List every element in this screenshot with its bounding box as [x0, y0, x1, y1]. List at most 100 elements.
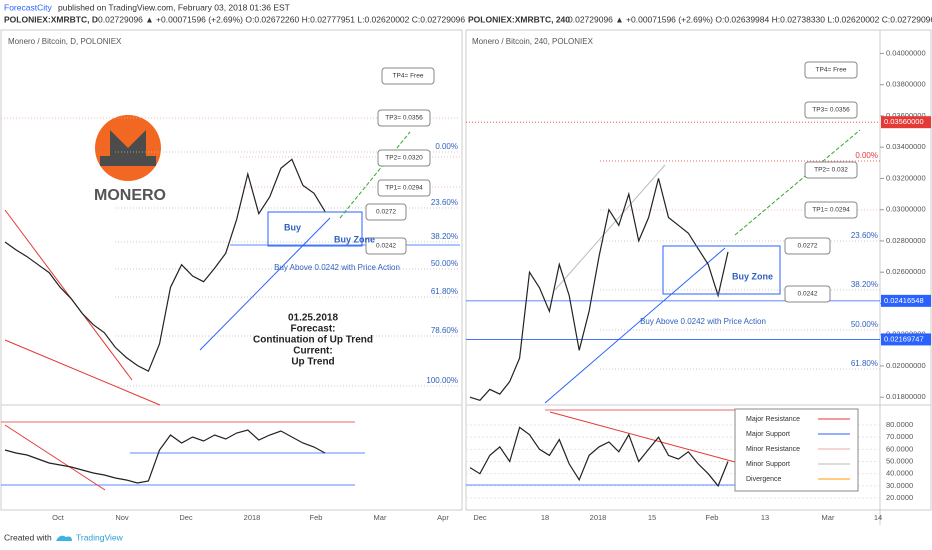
price-tag — [881, 333, 931, 346]
buy-label: Buy — [284, 222, 301, 232]
y-tick-label: 0.03800000 — [886, 80, 926, 89]
y-tick-label: 0.02800000 — [886, 236, 926, 245]
x-tick-label: Mar — [374, 513, 387, 522]
label-box — [804, 61, 858, 79]
label-box — [365, 237, 407, 255]
trend-line — [199, 217, 331, 351]
price-line — [4, 158, 326, 373]
author[interactable]: ForecastCity — [4, 2, 52, 12]
legend-box — [734, 408, 859, 492]
buy-zone-label: Buy Zone — [732, 271, 773, 281]
trend-line — [544, 247, 726, 404]
label-text: 0.0242 — [376, 243, 396, 250]
published: published on TradingView.com, February 0… — [58, 2, 290, 12]
y-tick-label: 0.03200000 — [886, 173, 926, 182]
brand[interactable]: TradingView — [76, 532, 124, 542]
label-text: 0.0242 — [798, 291, 818, 298]
y-tick-label: 0.02600000 — [886, 267, 926, 276]
fib-label: 61.80% — [431, 287, 458, 296]
y-tick-label: 0.01800000 — [886, 392, 926, 401]
buy-zone — [662, 245, 781, 295]
price-tag — [881, 294, 931, 307]
label-text: 0.0272 — [798, 243, 818, 250]
trend-line — [4, 339, 161, 406]
label-box — [804, 161, 858, 179]
label-box — [365, 203, 407, 221]
forecast-arrow — [339, 131, 411, 219]
label-text: TP2= 0.032 — [814, 167, 848, 174]
trend-line — [4, 424, 106, 491]
ohlc: 0.02729096 ▲ +0.00071596 (+2.69%) O:0.02… — [568, 14, 932, 24]
fib-label: 100.00% — [426, 376, 458, 385]
forecast-text: Forecast: — [290, 324, 335, 335]
x-tick-label: 2018 — [244, 513, 261, 522]
x-tick-label: 18 — [541, 513, 549, 522]
price-tag-label: 0.02416548 — [884, 296, 924, 305]
price-line — [469, 178, 729, 401]
legend-label: Minor Support — [746, 461, 790, 468]
fib-label: 50.00% — [431, 259, 458, 268]
buy-zone-label: Buy Zone — [334, 234, 375, 244]
rsi-line — [4, 429, 326, 484]
rsi-tick-label: 70.0000 — [886, 432, 913, 441]
fib-label: 61.80% — [851, 359, 878, 368]
rsi-tick-label: 20.0000 — [886, 493, 913, 502]
label-text: TP3= 0.0356 — [385, 115, 423, 122]
note: Buy Above 0.0242 with Price Action — [274, 263, 400, 272]
x-tick-label: Dec — [473, 513, 487, 522]
label-text: TP4= Free — [393, 73, 424, 80]
logo-text: MONERO — [94, 187, 166, 204]
ohlc: 0.02729096 ▲ +0.00071596 (+2.69%) O:0.02… — [98, 14, 465, 24]
left-frame — [0, 29, 463, 511]
label-box — [784, 237, 831, 255]
x-tick-label: Feb — [310, 513, 323, 522]
label-text: TP1= 0.0294 — [385, 185, 423, 192]
y-tick-label: 0.03600000 — [886, 111, 926, 120]
fib-label: 78.60% — [431, 326, 458, 335]
trend-line — [549, 411, 736, 463]
fib-label: 0.00% — [435, 142, 458, 151]
trend-line — [4, 209, 133, 381]
ticker: POLONIEX:XMRBTC, D — [4, 14, 98, 24]
logo-m — [100, 130, 156, 166]
forecast-text: Continuation of Up Trend — [253, 335, 373, 346]
label-box — [377, 109, 431, 127]
label-text: TP2= 0.0320 — [385, 155, 423, 162]
fib-label: 23.60% — [431, 198, 458, 207]
price-tag-label: 0.03560000 — [884, 117, 924, 126]
x-tick-label: 14 — [874, 513, 882, 522]
fib-label: 23.60% — [851, 231, 878, 240]
fib-label: 50.00% — [851, 320, 878, 329]
created-with: Created with — [4, 532, 52, 542]
label-box — [377, 149, 431, 167]
x-tick-label: Nov — [115, 513, 129, 522]
rsi-tick-label: 40.0000 — [886, 469, 913, 478]
rsi-tick-label: 30.0000 — [886, 481, 913, 490]
label-box — [804, 101, 858, 119]
label-box — [381, 67, 435, 85]
rsi-tick-label: 60.0000 — [886, 444, 913, 453]
fib-label: 38.20% — [851, 280, 878, 289]
rsi-tick-label: 50.0000 — [886, 456, 913, 465]
price-tag-label: 0.02169747 — [884, 334, 924, 343]
right-frame — [465, 29, 932, 511]
y-tick-label: 0.02000000 — [886, 361, 926, 370]
label-text: TP1= 0.0294 — [812, 207, 850, 214]
chart-title: Monero / Bitcoin, D, POLONIEX — [8, 37, 122, 46]
legend-label: Minor Resistance — [746, 446, 800, 453]
legend-label: Major Support — [746, 431, 790, 438]
x-tick-label: 15 — [648, 513, 656, 522]
y-tick-label: 0.03400000 — [886, 142, 926, 151]
forecast-text: Current: — [293, 346, 332, 357]
y-tick-label: 0.04000000 — [886, 48, 926, 57]
price-tag — [881, 116, 931, 129]
forecast-arrow — [734, 129, 861, 236]
x-tick-label: Dec — [179, 513, 193, 522]
forecast-text: 01.25.2018 — [288, 313, 338, 324]
x-tick-label: Apr — [437, 513, 449, 522]
rsi-tick-label: 80.0000 — [886, 420, 913, 429]
fib-label: 0.00% — [855, 151, 878, 160]
x-tick-label: 2018 — [590, 513, 607, 522]
y-tick-label: 0.03000000 — [886, 205, 926, 214]
